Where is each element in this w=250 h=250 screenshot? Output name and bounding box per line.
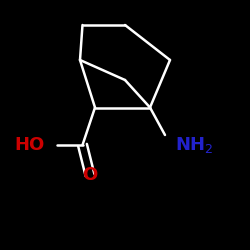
Text: HO: HO — [15, 136, 45, 154]
Text: NH$_2$: NH$_2$ — [175, 135, 214, 155]
Text: O: O — [82, 166, 98, 184]
